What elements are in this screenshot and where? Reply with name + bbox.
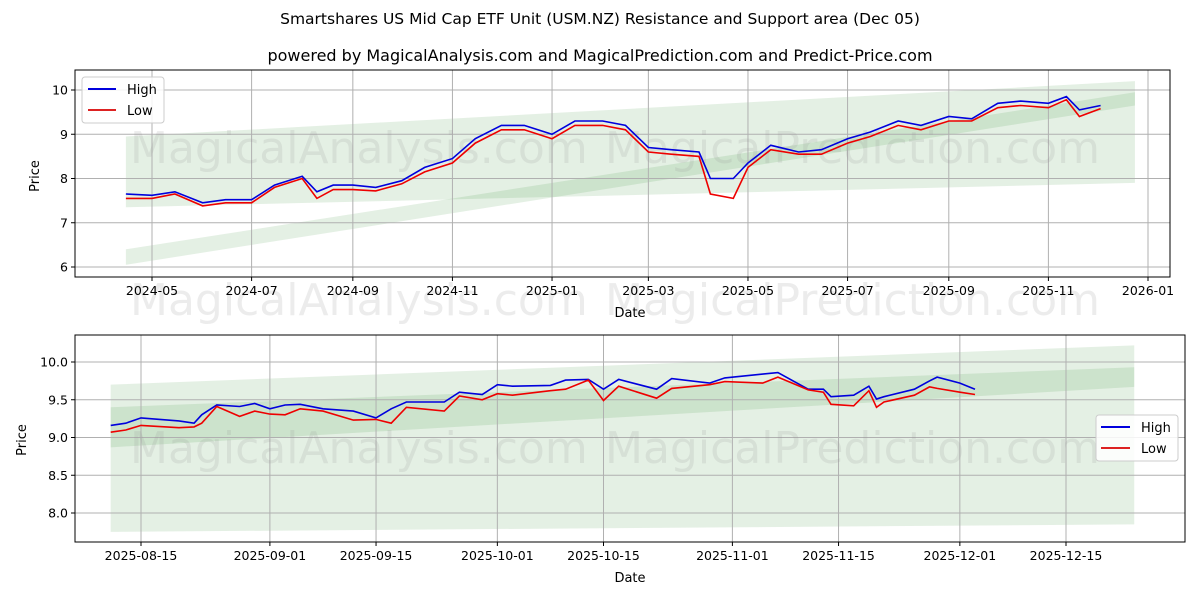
x-tick-label: 2025-01 (526, 283, 578, 298)
x-tick-label: 2025-07 (821, 283, 873, 298)
watermark: MagicalAnalysis.com (130, 275, 588, 326)
legend-low-label: Low (1141, 442, 1167, 457)
watermark: MagicalPrediction.com (605, 275, 1100, 326)
x-tick-label: 2025-11-01 (696, 548, 769, 563)
band-outer (110, 345, 1135, 532)
y-axis-label: Price (15, 424, 30, 456)
high-price-line (125, 95, 1101, 204)
x-tick-label: 2025-11 (1022, 283, 1074, 298)
x-tick-label: 2025-10-01 (461, 548, 534, 563)
support-resistance-bands (110, 345, 1135, 532)
x-tick-label: 2024-05 (126, 283, 178, 298)
y-tick-label: 8.0 (48, 506, 68, 521)
x-tick-label: 2024-11 (426, 283, 478, 298)
x-tick-label: 2025-12-01 (924, 548, 997, 563)
y-tick-label: 9 (60, 127, 68, 142)
high-price-line (110, 371, 976, 427)
y-tick-label: 7 (60, 215, 68, 230)
watermark: MagicalAnalysis.com (130, 123, 588, 174)
x-tick-label: 2025-09-15 (340, 548, 413, 563)
x-axis-ticks: 2024-05 2024-07 2024-09 2024-11 2025-01 2025-… (126, 277, 1174, 298)
x-tick-label: 2024-07 (225, 283, 277, 298)
legend-high-label: High (1141, 421, 1171, 436)
grid-lines (75, 335, 1185, 542)
chart-title: Smartshares US Mid Cap ETF Unit (USM.NZ)… (280, 10, 920, 28)
y-tick-label: 9.0 (48, 430, 68, 445)
y-tick-label: 8 (60, 171, 68, 186)
x-tick-label: 2026-01 (1122, 283, 1174, 298)
x-tick-label: 2025-10-15 (567, 548, 640, 563)
x-axis-label: Date (614, 571, 645, 586)
bottom-chart-panel: MagicalAnalysis.com MagicalPrediction.co… (15, 334, 1186, 586)
y-tick-label: 9.5 (48, 392, 68, 407)
grid-lines (75, 70, 1170, 277)
y-axis-ticks: 6 7 8 9 10 (52, 83, 75, 275)
y-tick-label: 8.5 (48, 468, 68, 483)
band-outer (125, 81, 1135, 208)
legend-low-label: Low (127, 104, 153, 119)
x-tick-label: 2025-09-01 (234, 548, 307, 563)
legend: High Low (81, 76, 165, 124)
x-tick-label: 2025-08-15 (105, 548, 178, 563)
plot-frame (74, 334, 1186, 543)
y-axis-ticks: 8.0 8.5 9.0 9.5 10.0 (40, 355, 75, 521)
chart-subtitle: powered by MagicalAnalysis.com and Magic… (267, 46, 933, 65)
x-tick-label: 2025-05 (722, 283, 774, 298)
x-tick-label: 2025-09 (923, 283, 975, 298)
plot-frame (74, 69, 1171, 278)
y-tick-label: 10.0 (40, 355, 68, 370)
y-tick-label: 10 (52, 83, 68, 98)
legend: High Low (1095, 414, 1179, 462)
x-tick-label: 2025-12-15 (1030, 548, 1103, 563)
y-tick-label: 6 (60, 260, 68, 275)
band-inner (110, 367, 1135, 448)
watermark: MagicalPrediction.com (605, 423, 1100, 474)
watermark: MagicalPrediction.com (605, 123, 1100, 174)
top-chart-panel: MagicalAnalysis.com MagicalPrediction.co… (28, 69, 1174, 326)
x-tick-label: 2025-03 (622, 283, 674, 298)
low-price-line (125, 98, 1101, 207)
low-price-line (110, 376, 976, 433)
y-axis-label: Price (28, 160, 43, 192)
legend-high-label: High (127, 83, 157, 98)
x-tick-label: 2024-09 (327, 283, 379, 298)
x-tick-label: 2025-11-15 (802, 548, 875, 563)
x-axis-label: Date (614, 306, 645, 321)
watermark: MagicalAnalysis.com (130, 423, 588, 474)
x-axis-ticks: 2025-08-15 2025-09-01 2025-09-15 2025-10-01… (105, 542, 1103, 563)
